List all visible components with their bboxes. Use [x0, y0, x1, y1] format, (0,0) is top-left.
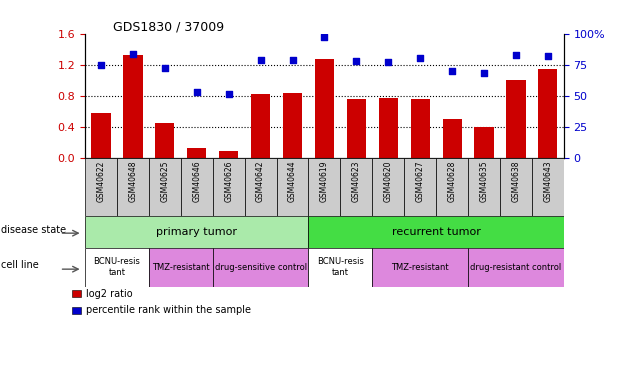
Bar	[181, 158, 213, 216]
Bar	[213, 158, 244, 216]
Bar	[309, 216, 564, 248]
Bar	[500, 158, 532, 216]
Bar	[538, 69, 558, 158]
Bar	[532, 158, 564, 216]
Text: GSM40638: GSM40638	[512, 160, 520, 202]
Text: drug-resistant control: drug-resistant control	[471, 263, 561, 272]
Bar	[187, 148, 207, 158]
Text: TMZ-resistant: TMZ-resistant	[391, 263, 449, 272]
Text: GSM40626: GSM40626	[224, 160, 233, 202]
Bar	[379, 98, 398, 158]
Text: primary tumor: primary tumor	[156, 226, 238, 237]
Bar	[340, 158, 372, 216]
Bar	[283, 93, 302, 158]
Bar	[91, 112, 111, 158]
Text: GSM40635: GSM40635	[479, 160, 488, 202]
Point	[543, 53, 553, 59]
Text: BCNU-resis
tant: BCNU-resis tant	[317, 258, 364, 277]
Text: GSM40644: GSM40644	[288, 160, 297, 202]
Text: log2 ratio: log2 ratio	[86, 289, 133, 299]
Point	[224, 92, 234, 98]
Text: GSM40646: GSM40646	[192, 160, 201, 202]
Bar	[72, 307, 81, 314]
Point	[511, 52, 521, 58]
Bar	[123, 56, 142, 158]
Bar	[85, 248, 149, 287]
Bar	[309, 248, 372, 287]
Bar	[468, 158, 500, 216]
Text: GSM40643: GSM40643	[544, 160, 553, 202]
Bar	[219, 150, 238, 158]
Text: GSM40620: GSM40620	[384, 160, 392, 202]
Bar	[474, 127, 494, 158]
Text: recurrent tumor: recurrent tumor	[392, 226, 481, 237]
Text: cell line: cell line	[1, 260, 38, 270]
Text: GSM40628: GSM40628	[448, 160, 457, 202]
Text: percentile rank within the sample: percentile rank within the sample	[86, 305, 251, 315]
Point	[128, 51, 138, 57]
Bar	[404, 158, 436, 216]
Bar	[85, 158, 117, 216]
Text: GDS1830 / 37009: GDS1830 / 37009	[113, 21, 224, 34]
Text: GSM40642: GSM40642	[256, 160, 265, 202]
Bar	[372, 158, 404, 216]
Bar	[507, 80, 525, 158]
Bar	[251, 94, 270, 158]
Bar	[436, 158, 468, 216]
Text: GSM40625: GSM40625	[161, 160, 169, 202]
Bar	[411, 99, 430, 158]
Point	[160, 65, 170, 71]
Text: TMZ-resistant: TMZ-resistant	[152, 263, 210, 272]
Point	[192, 89, 202, 95]
Text: GSM40619: GSM40619	[320, 160, 329, 202]
Bar	[155, 123, 175, 158]
Point	[287, 57, 297, 63]
Text: GSM40648: GSM40648	[129, 160, 137, 202]
Bar	[213, 248, 309, 287]
Text: GSM40622: GSM40622	[96, 160, 105, 202]
Point	[319, 34, 329, 40]
Text: BCNU-resis
tant: BCNU-resis tant	[93, 258, 140, 277]
Bar	[277, 158, 309, 216]
Bar	[117, 158, 149, 216]
Bar	[346, 99, 366, 158]
Bar	[85, 216, 309, 248]
Bar	[149, 248, 213, 287]
Bar	[72, 290, 81, 297]
Point	[256, 57, 266, 63]
Text: drug-sensitive control: drug-sensitive control	[215, 263, 307, 272]
Bar	[372, 248, 468, 287]
Bar	[244, 158, 277, 216]
Text: GSM40623: GSM40623	[352, 160, 361, 202]
Bar	[309, 158, 340, 216]
Point	[479, 70, 489, 76]
Point	[352, 58, 362, 64]
Bar	[442, 119, 462, 158]
Point	[383, 59, 393, 65]
Text: disease state: disease state	[1, 225, 66, 235]
Bar	[468, 248, 564, 287]
Bar	[315, 59, 334, 158]
Point	[415, 56, 425, 62]
Point	[447, 68, 457, 74]
Text: GSM40627: GSM40627	[416, 160, 425, 202]
Point	[96, 62, 106, 68]
Bar	[149, 158, 181, 216]
